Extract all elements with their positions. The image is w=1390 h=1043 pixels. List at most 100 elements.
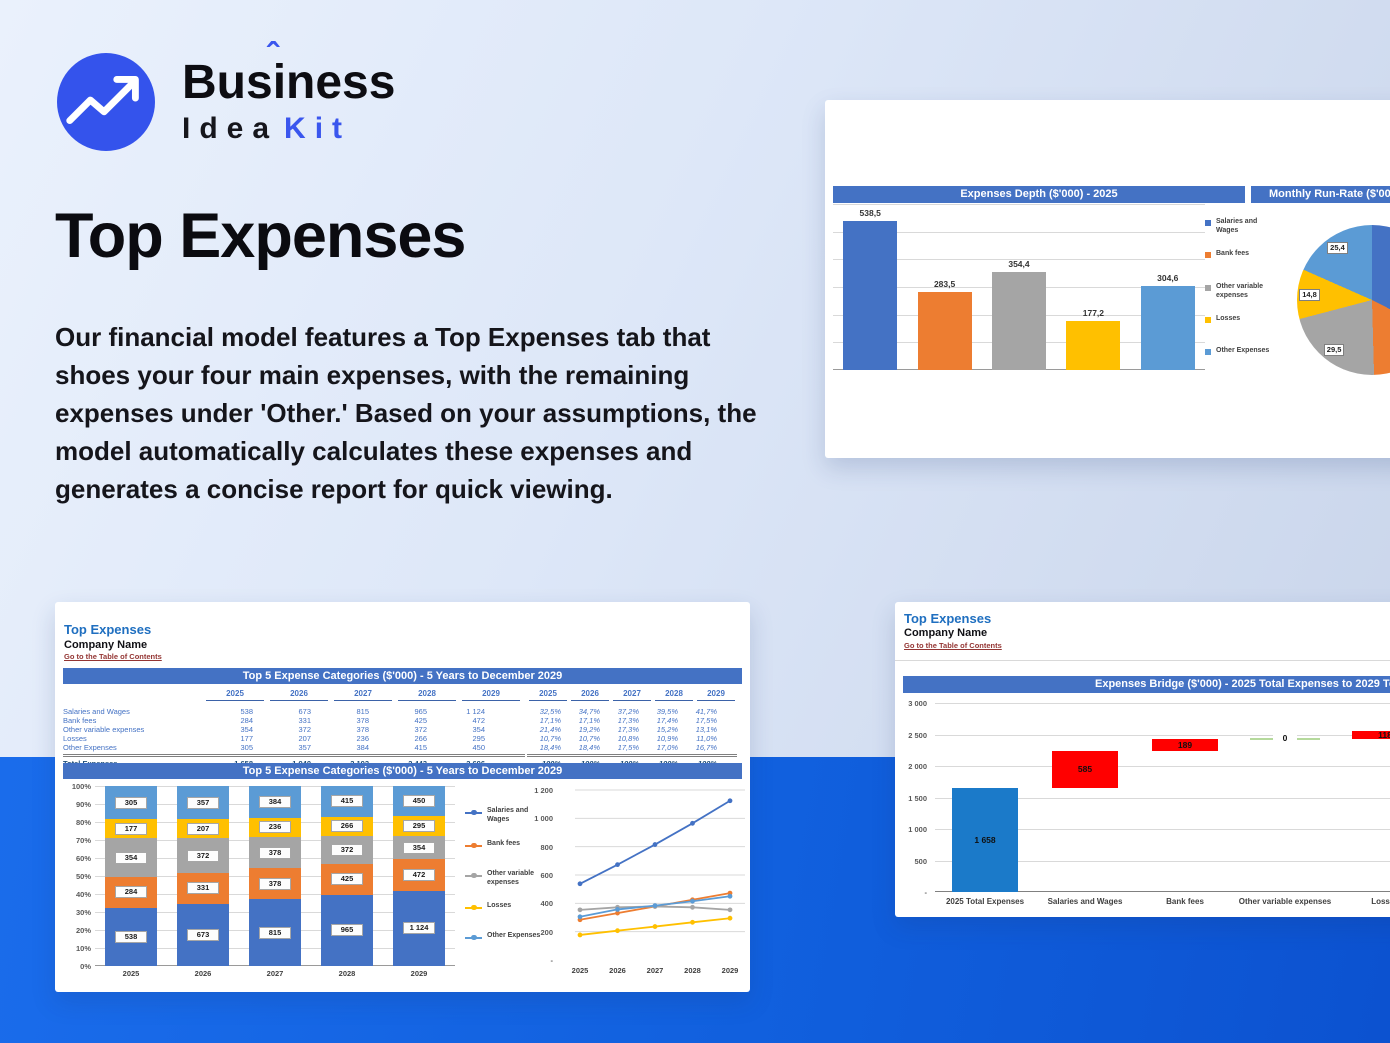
x-tick-label: Losses [1371,897,1390,906]
top5-line-chart [565,788,745,964]
waterfall-bar [1052,750,1118,788]
cell: 2029 [697,689,735,701]
legend-label: Other Expenses [487,932,541,939]
page-title: Top Expenses [55,201,466,271]
stack-segment-label: 266 [331,820,363,833]
stack-segment-label: 372 [331,843,363,856]
cell: 378 [356,716,369,725]
y-tick-label: 1 000 [908,825,927,834]
legend-label: Losses [487,902,512,909]
logo-circle-icon [57,53,155,151]
cell: 965 [414,707,427,716]
bar-value-label: 177,2 [1082,307,1105,318]
expenses-bridge-sheet-card: Top Expenses Company Name Go to the Tabl… [895,602,1390,917]
legend-item: Other variable expenses [465,870,560,896]
stack-segment-label: 815 [259,926,291,939]
row-label: Other variable expenses [63,725,145,734]
stack-segment-label: 1 124 [403,922,435,935]
section-header-monthly-runrate: Monthly Run-Rate ($'000 [1251,186,1390,203]
cell: 18,4% [539,743,561,752]
cell: 384 [356,743,369,752]
table-row: Bank fees 284 331 378 425 472 [63,716,525,725]
cell: 13,1% [695,725,717,734]
stack-segment-label: 415 [331,795,363,808]
y-tick-label: - [924,888,928,897]
grid-line [833,204,1205,205]
table-header-row: 2025 2026 2027 2028 2029 [63,688,525,701]
y-tick-label: 0% [80,962,91,971]
x-tick-label: 2027 [646,966,664,975]
x-tick-label: 2029 [721,966,739,975]
x-tick-label: Other variable expenses [1238,897,1332,906]
toc-link[interactable]: Go to the Table of Contents [64,652,162,661]
stack-segment-label: 965 [331,924,363,937]
cell: 357 [298,743,311,752]
y-tick-label: 3 000 [908,699,927,708]
stack-segment-label: 207 [187,822,219,835]
brand-name-pre: Bus [182,56,273,109]
line-chart-y-axis: - 200 400 600 800 1 000 1 200 [517,786,559,968]
sheet-company: Company Name [64,639,148,651]
grid-line [935,734,1390,736]
toc-link[interactable]: Go to the Table of Contents [904,641,1002,650]
waterfall-value-label: 0 [1273,732,1297,743]
cell: 16,7% [695,743,717,752]
table-row: 21,4% 19,2% 17,3% 15,2% 13,1% [527,725,737,734]
legend-label: Other variable expenses [1216,283,1264,299]
grid-line [935,766,1390,767]
cell: 2025 [206,689,264,701]
stack-segment-label: 472 [403,869,435,882]
cell: 17,0% [656,743,678,752]
y-tick-label: 20% [75,926,91,935]
waterfall-value-label: 1 658 [974,834,996,845]
cell: 10,9% [656,734,678,743]
brand-name-post: ness [286,56,396,109]
bar-value-label: 304,6 [1157,272,1179,283]
legend-swatch-icon [1205,252,1211,258]
cell: 41,7% [695,707,717,716]
cell: 15,2% [656,725,678,734]
legend-label: Salaries and Wages [487,807,529,823]
cell: 354 [240,725,253,734]
legend-swatch-icon [1205,349,1211,355]
x-tick-label: 2025 [571,966,589,975]
divider [895,660,1390,661]
table-row: 10,7% 10,7% 10,8% 10,9% 11,0% [527,734,737,743]
table-row: 32,5% 34,7% 37,2% 39,5% 41,7% [527,707,737,716]
legend-item: Salaries and Wages [1205,218,1300,244]
cell: 34,7% [578,707,600,716]
top5-percent-table: 2025 2026 2027 2028 2029 32,5% 34,7% 37,2% 39,5%… [527,688,737,768]
legend-label: Losses [1216,315,1241,322]
stack-segment-label: 354 [115,851,147,864]
y-tick-label: 2 500 [908,730,927,740]
cell: 538 [240,707,253,716]
x-tick-label: 2028 [684,966,701,975]
y-tick-label: 1 200 [534,786,553,795]
legend-item: Bank fees [465,840,560,866]
row-label: Salaries and Wages [63,707,130,716]
legend-swatch-icon [1205,317,1211,323]
legend-dot-icon [471,842,477,848]
legend-label: Other variable expenses [487,870,535,886]
legend-label: Bank fees [487,840,521,847]
cell: 207 [298,734,311,743]
cell: 354 [472,725,485,734]
cell: 10,7% [578,734,600,743]
table-row: Other variable expenses 354 372 378 372 354 [63,725,525,734]
cell: 2029 [462,689,520,701]
cell: 32,5% [539,707,561,716]
grid-line [935,860,1390,862]
cell: 17,5% [695,716,717,725]
y-tick-label: 10% [75,944,91,953]
section-header-expenses-depth: Expenses Depth ($'000) - 2025 [833,186,1245,203]
cell: 378 [356,725,369,734]
cell: 2027 [334,689,392,701]
cell: 450 [472,743,485,752]
bar [843,221,898,370]
waterfall-bar [1152,738,1218,751]
top5-expenses-sheet-card: Top Expenses Company Name Go to the Tabl… [55,602,750,992]
cell: 236 [356,734,369,743]
y-tick-label: 80% [75,818,91,827]
y-tick-label: 30% [75,908,91,917]
brand-name-i: i [272,56,287,109]
